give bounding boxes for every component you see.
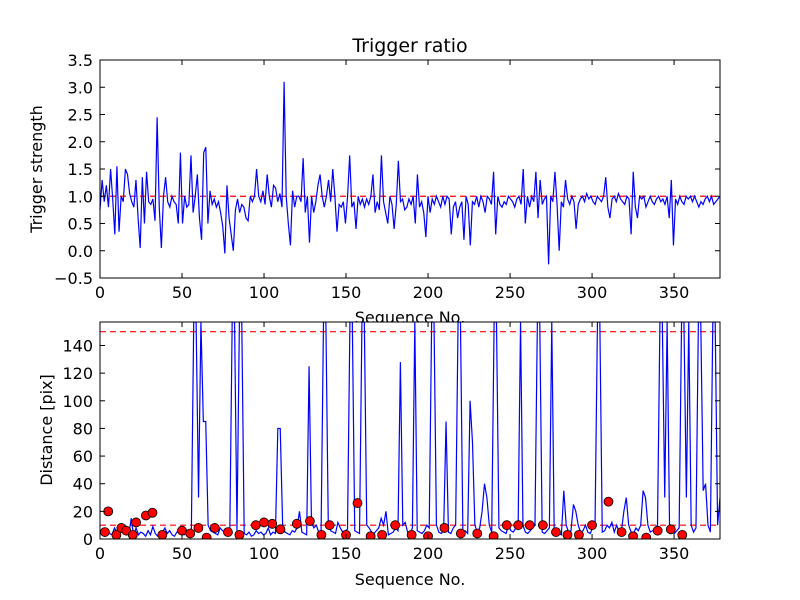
y-tick-label: 40 [73, 475, 93, 494]
distance-marker [100, 527, 110, 537]
distance-marker [157, 529, 168, 539]
y-tick-label: 20 [73, 502, 93, 521]
distance-marker [455, 528, 466, 539]
y-tick-label: 100 [62, 392, 93, 411]
distance-marker [390, 520, 401, 531]
distance-marker [513, 520, 524, 531]
trigger-ratio-chart: 0 50 100 150 200 250 300 350 −0.5 0.0 0.5 1.0 1.5 2.… [27, 35, 721, 327]
y-tick-label: 80 [73, 419, 93, 438]
y-ticks-2: 0 20 40 60 80 100 120 140 [62, 336, 720, 549]
distance-marker [677, 529, 688, 539]
distance-marker [562, 529, 573, 539]
x-tick-label: 250 [495, 544, 526, 563]
y-tick-label: 1.5 [68, 160, 93, 179]
x-axis-label-2: Sequence No. [355, 570, 466, 589]
y-tick-label: 60 [73, 447, 93, 466]
distance-marker [234, 529, 245, 539]
distance-marker [472, 528, 483, 539]
x-ticks-1: 0 50 100 150 200 250 300 350 [95, 60, 689, 302]
distance-marker [267, 518, 278, 529]
distance-marker [501, 520, 512, 531]
y-tick-label: −0.5 [54, 269, 93, 288]
distance-marker [291, 518, 302, 529]
distance-chart: 0 50 100 150 200 250 300 350 0 20 40 60 80 100 120 140… [37, 321, 721, 589]
distance-marker [324, 520, 335, 531]
plot-area-2 [100, 322, 720, 539]
x-tick-label: 0 [95, 544, 105, 563]
x-ticks-2: 0 50 100 150 200 250 300 350 [95, 322, 689, 563]
x-tick-label: 350 [659, 283, 690, 302]
distance-marker [641, 532, 652, 539]
distance-marker [406, 529, 417, 539]
x-tick-label: 50 [172, 544, 192, 563]
distance-marker [365, 531, 376, 539]
x-tick-label: 150 [331, 544, 362, 563]
distance-marker [259, 517, 269, 528]
distance-marker [352, 498, 363, 508]
x-tick-label: 200 [413, 283, 444, 302]
distance-marker [587, 520, 597, 531]
distance-marker [628, 531, 638, 539]
x-tick-label: 200 [413, 544, 444, 563]
y-tick-label: 0.5 [68, 215, 93, 234]
y-tick-label: 3.0 [68, 78, 93, 97]
axes-frame-2 [99, 321, 721, 540]
distance-marker [147, 507, 158, 518]
distance-marker [193, 523, 204, 533]
y-tick-label: 140 [62, 336, 93, 355]
y-tick-label: 120 [62, 364, 93, 383]
distance-marker [524, 520, 535, 531]
y-tick-label: 2.0 [68, 133, 93, 152]
x-tick-label: 150 [331, 283, 362, 302]
x-tick-label: 100 [249, 544, 280, 563]
y-tick-label: 3.5 [68, 51, 93, 70]
y-tick-label: 0.0 [68, 242, 93, 261]
distance-marker [316, 529, 327, 539]
distance-marker [127, 529, 138, 539]
x-tick-label: 300 [577, 283, 608, 302]
distance-marker [652, 525, 663, 536]
y-ticks-1: −0.5 0.0 0.5 1.0 1.5 2.0 2.5 3.0 3.5 [54, 51, 720, 288]
distance-marker [665, 524, 676, 535]
x-tick-label: 50 [172, 283, 192, 302]
distance-marker [305, 516, 315, 526]
distance-markers [100, 496, 688, 539]
x-tick-label: 350 [659, 544, 690, 563]
y-axis-label-1: Trigger strength [27, 105, 46, 234]
x-tick-label: 300 [577, 544, 608, 563]
distance-marker [488, 531, 499, 539]
distance-marker [551, 527, 561, 537]
distance-marker [439, 523, 450, 533]
distance-marker [537, 520, 548, 531]
chart-title-1: Trigger ratio [351, 35, 467, 57]
y-tick-label: 2.5 [68, 106, 93, 125]
distance-marker [103, 506, 114, 517]
trigger-strength-line [99, 81, 721, 265]
x-tick-label: 250 [495, 283, 526, 302]
distance-marker [185, 528, 196, 539]
y-tick-label: 1.0 [68, 187, 93, 206]
distance-marker [177, 525, 187, 536]
x-tick-label: 0 [95, 283, 105, 302]
distance-marker [574, 529, 584, 539]
distance-marker [603, 496, 614, 507]
distance-marker [111, 529, 122, 539]
distance-marker [201, 532, 212, 539]
reference-lines-2 [100, 331, 720, 526]
distance-marker [377, 529, 388, 539]
distance-marker [209, 523, 220, 533]
distance-marker [131, 517, 141, 528]
x-tick-label: 100 [249, 283, 280, 302]
y-tick-label: 0 [83, 530, 93, 549]
distance-marker [616, 527, 627, 537]
plot-area-1 [100, 60, 720, 278]
y-axis-label-2: Distance [pix] [37, 374, 56, 486]
distance-marker [250, 520, 261, 531]
distance-marker [275, 524, 286, 535]
distance-marker [223, 527, 233, 537]
